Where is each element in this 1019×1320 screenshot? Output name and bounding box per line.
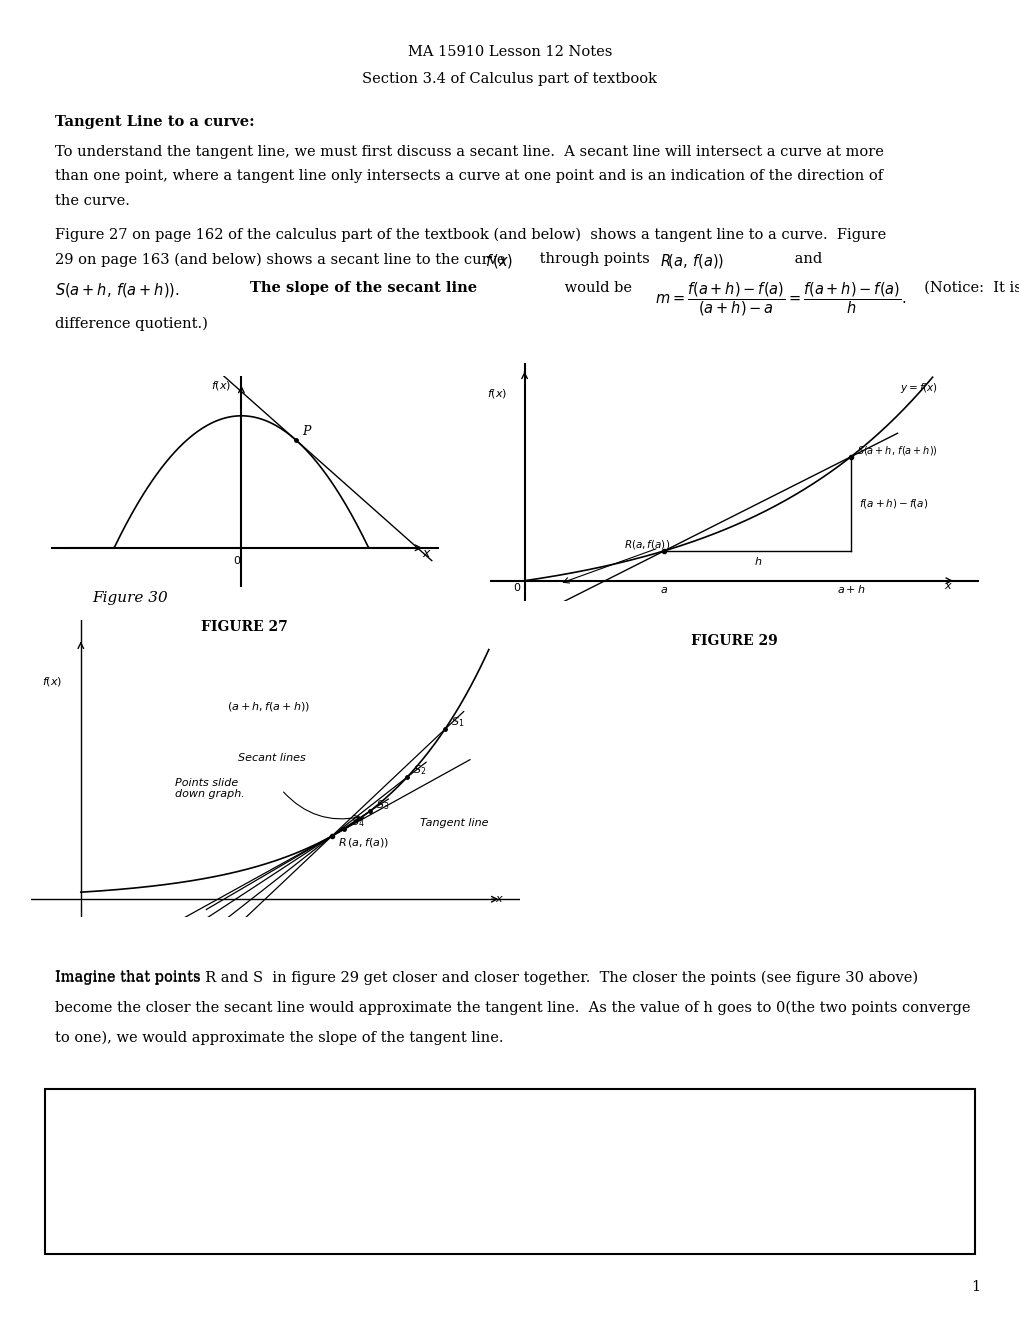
Text: $\bf{Slope\ of\ a\ Tangent\ Line\ to}$ $\bf{y = f(x)}$ $\bf{at\ a\ point}$ $(x, : $\bf{Slope\ of\ a\ Tangent\ Line\ to}$ $… <box>357 1100 956 1118</box>
Text: $y=f(x)$: $y=f(x)$ <box>900 381 937 395</box>
Text: FIGURE 27: FIGURE 27 <box>201 620 288 635</box>
Text: become the closer the secant line would approximate the tangent line.  As the va: become the closer the secant line would … <box>55 1001 969 1015</box>
Text: $S_4$: $S_4$ <box>351 814 364 829</box>
Text: Secant lines: Secant lines <box>237 752 305 763</box>
Text: than one point, where a tangent line only intersects a curve at one point and is: than one point, where a tangent line onl… <box>55 169 882 183</box>
Text: and: and <box>790 252 821 267</box>
Text: Section 3.4 of Calculus part of textbook: Section 3.4 of Calculus part of textbook <box>362 73 657 86</box>
Text: $S_2$: $S_2$ <box>413 763 426 777</box>
Text: Points slide
down graph.: Points slide down graph. <box>175 777 245 799</box>
Text: would be: would be <box>559 281 636 294</box>
Text: $f(x)$: $f(x)$ <box>42 675 62 688</box>
Text: Imagine that points R and S  in figure 29 get closer and closer together.  The c: Imagine that points R and S in figure 29… <box>55 970 917 985</box>
Text: FIGURE 29: FIGURE 29 <box>690 634 777 648</box>
Text: 29 on page 163 (and below) shows a secant line to the curve: 29 on page 163 (and below) shows a secan… <box>55 252 510 267</box>
Text: $f(a+h)-f(a)$: $f(a+h)-f(a)$ <box>858 498 927 511</box>
Text: $S_3$: $S_3$ <box>375 797 389 812</box>
Text: $f(x)$: $f(x)$ <box>486 387 506 400</box>
Text: To understand the tangent line, we must first discuss a secant line.  A secant l: To understand the tangent line, we must … <box>55 145 883 158</box>
Text: Tangent Line to a curve:: Tangent Line to a curve: <box>55 115 255 129</box>
Text: Figure 27 on page 162 of the calculus part of the textbook (and below)  shows a : Figure 27 on page 162 of the calculus pa… <box>55 228 886 243</box>
Text: $x$: $x$ <box>494 894 503 904</box>
Text: $m = \lim_{h \to 0}\!\left(\dfrac{f(x+h)-f(x)}{h}\right)$: $m = \lim_{h \to 0}\!\left(\dfrac{f(x+h)… <box>55 1164 247 1205</box>
Text: 1: 1 <box>970 1279 979 1294</box>
Text: $R(a,f(a))$: $R(a,f(a))$ <box>623 539 669 552</box>
Text: $R\,(a,f(a))$: $R\,(a,f(a))$ <box>338 836 389 849</box>
FancyBboxPatch shape <box>45 1089 974 1254</box>
Text: difference quotient.): difference quotient.) <box>55 317 208 331</box>
Text: 0: 0 <box>513 582 520 593</box>
Text: $(a+h,f(a+h))$: $(a+h,f(a+h))$ <box>226 701 310 713</box>
Text: $S_1$: $S_1$ <box>450 715 464 730</box>
Text: through points: through points <box>535 252 654 267</box>
Text: The slope of the secant line: The slope of the secant line <box>250 281 477 294</box>
Text: $S(a+h,\,f(a+h))$.: $S(a+h,\,f(a+h))$. <box>55 281 179 298</box>
Text: $a+h$: $a+h$ <box>836 583 864 595</box>
Text: $R\!\left(a,\,f(a)\right)$: $R\!\left(a,\,f(a)\right)$ <box>659 252 723 271</box>
Text: $S(a+h,\,f(a+h))$: $S(a+h,\,f(a+h))$ <box>856 445 936 458</box>
Text: $f(x)$: $f(x)$ <box>211 379 231 392</box>
Text: P: P <box>303 425 311 438</box>
Text: Figure 30: Figure 30 <box>92 590 167 605</box>
Text: $f\,(x)$: $f\,(x)$ <box>484 252 513 271</box>
Text: to one), we would approximate the slope of the tangent line.: to one), we would approximate the slope … <box>55 1031 503 1045</box>
Text: Imagine that points: Imagine that points <box>55 970 205 985</box>
Text: the curve.: the curve. <box>55 194 129 207</box>
Text: MA 15910 Lesson 12 Notes: MA 15910 Lesson 12 Notes <box>408 45 611 59</box>
Text: $a$: $a$ <box>659 586 667 595</box>
Text: 0: 0 <box>233 556 240 566</box>
Text: $m = \dfrac{f(a+h)-f(a)}{(a+h)-a} = \dfrac{f(a+h)-f(a)}{h}$.: $m = \dfrac{f(a+h)-f(a)}{(a+h)-a} = \dfr… <box>654 281 906 318</box>
Text: $x$: $x$ <box>421 546 431 560</box>
Text: $x$: $x$ <box>944 581 952 591</box>
Text: (Notice:  It is the: (Notice: It is the <box>914 281 1019 294</box>
Text: Tangent line: Tangent line <box>420 818 488 829</box>
Text: $h$: $h$ <box>753 554 761 568</box>
